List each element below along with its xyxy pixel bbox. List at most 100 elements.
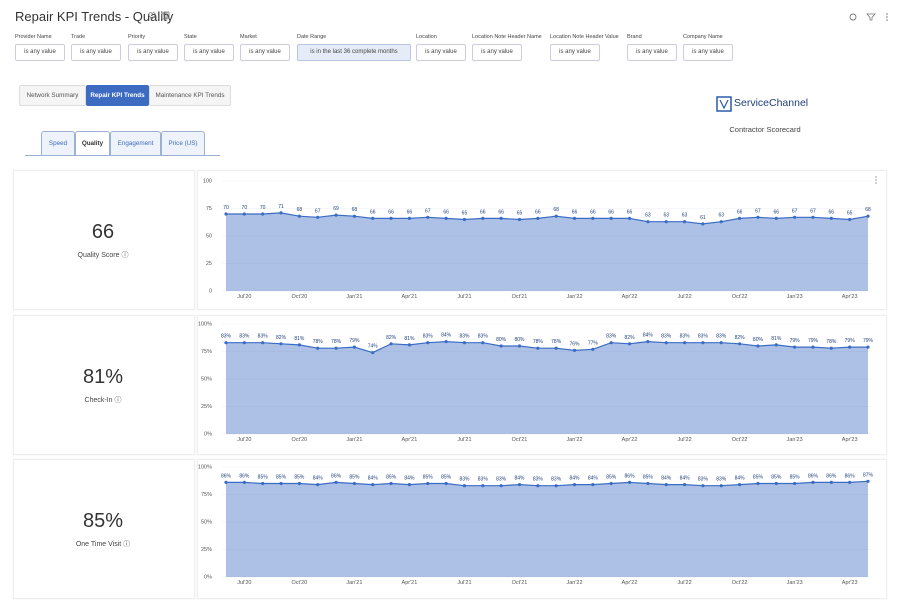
point	[517, 483, 522, 487]
data-label: 70	[260, 205, 266, 211]
x-tick-label: Jan'21	[346, 437, 362, 443]
data-label: 80%	[496, 337, 507, 343]
point	[701, 341, 705, 345]
data-label: 66	[480, 209, 486, 215]
kpi-value: 85%	[82, 510, 124, 532]
data-label: 85%	[790, 475, 801, 481]
point	[848, 480, 852, 484]
x-tick-label: Apr'23	[842, 580, 858, 586]
point	[811, 215, 815, 219]
filter-value[interactable]: is any value	[15, 44, 65, 61]
menu-dot[interactable]	[875, 176, 877, 178]
brand-subtitle: Contractor Scorecard	[729, 125, 801, 134]
title-icons	[148, 11, 170, 20]
data-label: 83%	[423, 334, 434, 340]
data-label: 79%	[845, 338, 856, 344]
sub-tab[interactable]: Price (US)	[161, 131, 205, 156]
point	[536, 346, 540, 350]
data-label: 71	[278, 204, 284, 210]
point	[426, 481, 430, 486]
area	[226, 481, 868, 577]
tab[interactable]: Network Summary	[19, 85, 86, 106]
data-label: 82%	[386, 335, 397, 341]
data-label: 85%	[386, 475, 397, 481]
data-label: 77%	[588, 340, 599, 346]
point	[719, 484, 723, 488]
toolbar-icons[interactable]	[848, 12, 892, 22]
filter-value[interactable]: is in the last 36 complete months	[297, 44, 411, 61]
filter-value[interactable]: is any value	[683, 44, 733, 61]
data-label: 83%	[459, 477, 470, 483]
filter-value[interactable]: is any value	[240, 44, 290, 61]
line	[226, 340, 868, 354]
data-label: 83%	[698, 334, 709, 340]
point	[334, 480, 338, 484]
point	[866, 479, 870, 483]
x-tick-label: Oct'20	[292, 580, 308, 586]
point	[407, 216, 412, 220]
data-label: 86%	[239, 473, 250, 479]
data-label: 70	[242, 205, 248, 211]
data-label: 66	[572, 209, 578, 215]
filter-label: Market	[240, 34, 257, 40]
point	[774, 343, 778, 347]
x-tick-label: Apr'22	[622, 437, 638, 443]
filter-value[interactable]: is any value	[472, 44, 522, 61]
point	[517, 344, 522, 348]
sub-tab[interactable]: Engagement	[110, 131, 161, 156]
point	[572, 483, 577, 487]
data-label: 86%	[331, 473, 342, 479]
y-tick-label: 50	[206, 233, 212, 239]
menu-dot[interactable]	[875, 179, 877, 181]
data-label: 63	[718, 213, 724, 219]
point	[682, 483, 687, 487]
data-label: 67	[425, 208, 431, 214]
point	[279, 211, 283, 215]
data-label: 85%	[606, 475, 617, 481]
y-tick-label: 25%	[201, 404, 212, 410]
sub-tab-rule	[25, 155, 220, 156]
point	[261, 481, 265, 486]
filter-value[interactable]: is any value	[184, 44, 234, 61]
point	[407, 343, 412, 347]
point	[738, 216, 742, 220]
point	[609, 341, 613, 345]
data-label: 84%	[441, 333, 452, 339]
filter-value[interactable]: is any value	[550, 44, 600, 61]
point	[517, 217, 522, 222]
filter-label: Date Range	[297, 34, 327, 40]
tab[interactable]: Maintenance KPI Trends	[149, 85, 231, 106]
filter-value[interactable]: is any value	[627, 44, 677, 61]
data-label: 83%	[478, 334, 489, 340]
x-tick-label: Oct'22	[732, 580, 748, 586]
data-label: 65	[462, 211, 468, 217]
x-tick-label: Jul'22	[677, 437, 691, 443]
x-tick-label: Apr'21	[402, 437, 418, 443]
data-label: 66	[443, 209, 449, 215]
data-label: 81%	[771, 336, 782, 342]
point	[224, 480, 228, 484]
chart-menu	[875, 176, 877, 184]
x-tick-label: Apr'23	[842, 437, 858, 443]
point	[242, 212, 246, 216]
filter-value[interactable]: is any value	[128, 44, 178, 61]
data-label: 83%	[478, 477, 489, 483]
point	[444, 481, 448, 486]
sub-tab[interactable]: Quality	[75, 131, 110, 156]
point	[829, 216, 833, 220]
point	[793, 215, 797, 219]
data-label: 85%	[441, 475, 452, 481]
kpi-label: One Time Visit ⓘ	[75, 541, 131, 548]
line	[226, 480, 869, 487]
data-label: 66	[407, 209, 413, 215]
data-label: 82%	[735, 335, 746, 341]
y-tick-label: 25	[206, 261, 212, 267]
filter-value[interactable]: is any value	[416, 44, 466, 61]
filter-value[interactable]: is any value	[71, 44, 121, 61]
data-label: 79%	[863, 338, 874, 344]
data-label: 85%	[276, 475, 287, 481]
x-tick-label: Oct'21	[512, 580, 528, 586]
menu-dot[interactable]	[875, 182, 877, 184]
data-label: 76%	[570, 341, 581, 347]
tab[interactable]: Repair KPI Trends	[86, 85, 149, 106]
